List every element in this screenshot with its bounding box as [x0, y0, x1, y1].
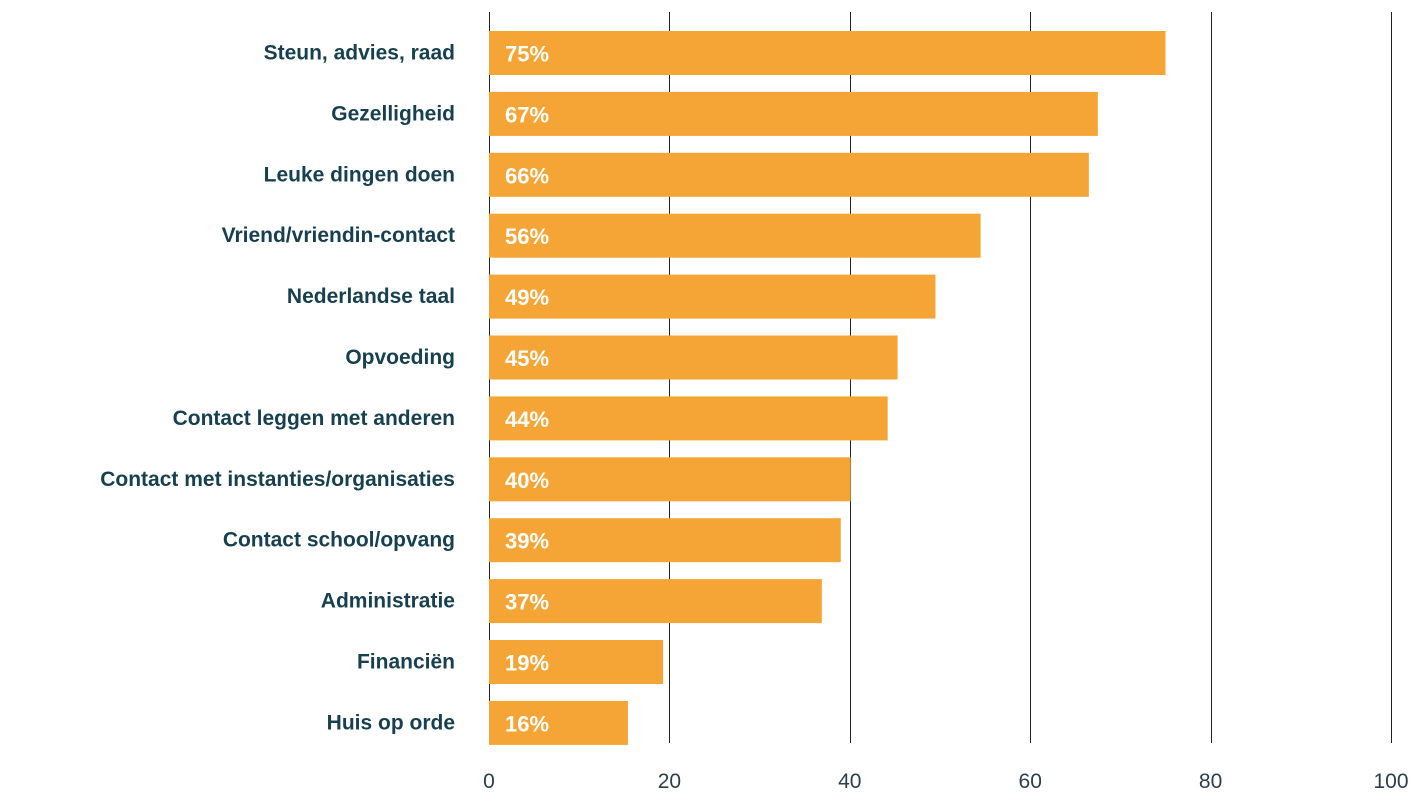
- bar: [489, 213, 981, 258]
- x-tick-label: 40: [838, 770, 861, 792]
- bar: [489, 91, 1098, 136]
- category-label: Steun, advies, raad: [264, 42, 455, 65]
- category-label: Vriend/vriendin-contact: [222, 224, 455, 247]
- x-tick-label: 100: [1373, 770, 1408, 792]
- bar-value-label: 75%: [505, 42, 549, 67]
- bar: [489, 518, 841, 563]
- bar-value-label: 40%: [505, 468, 549, 493]
- category-label: Contact school/opvang: [223, 529, 455, 552]
- category-label: Contact leggen met anderen: [173, 407, 455, 430]
- bar-value-label: 39%: [505, 529, 549, 554]
- bar: [489, 579, 822, 624]
- bar-value-label: 67%: [505, 102, 549, 127]
- bar-value-label: 66%: [505, 163, 549, 188]
- bar-value-label: 37%: [505, 590, 549, 615]
- bar: [489, 396, 888, 441]
- bar-value-label: 45%: [505, 346, 549, 371]
- bar: [489, 700, 628, 745]
- bar-value-label: 16%: [505, 711, 549, 736]
- bars: [489, 31, 1166, 745]
- bar: [489, 335, 898, 380]
- category-label: Contact met instanties/organisaties: [100, 468, 455, 491]
- x-axis-tick-labels: 0 20 40 60 80 100: [483, 770, 1408, 792]
- category-labels: Steun, advies, raad Gezelligheid Leuke din…: [100, 42, 455, 735]
- bar-value-label: 49%: [505, 285, 549, 310]
- category-label: Financiën: [357, 651, 455, 674]
- bar: [489, 274, 936, 319]
- bar: [489, 640, 664, 684]
- bar: [489, 457, 851, 502]
- category-label: Nederlandse taal: [287, 285, 455, 308]
- category-label: Gezelligheid: [331, 102, 455, 125]
- x-tick-label: 80: [1199, 770, 1222, 792]
- bar: [489, 31, 1166, 75]
- bar-value-label: 56%: [505, 224, 549, 249]
- category-label: Opvoeding: [345, 346, 455, 369]
- category-label: Administratie: [321, 590, 455, 613]
- category-label: Huis op orde: [327, 711, 455, 734]
- x-tick-label: 60: [1019, 770, 1042, 792]
- x-tick-label: 20: [658, 770, 681, 792]
- bar-value-label: 44%: [505, 407, 549, 432]
- bar: [489, 152, 1089, 197]
- x-tick-label: 0: [483, 770, 495, 792]
- bar-value-labels: 75% 67% 66% 56% 49% 45% 44% 40% 39% 37% 19% 16%: [505, 42, 549, 737]
- category-label: Leuke dingen doen: [264, 163, 455, 186]
- bar-value-label: 19%: [505, 651, 549, 676]
